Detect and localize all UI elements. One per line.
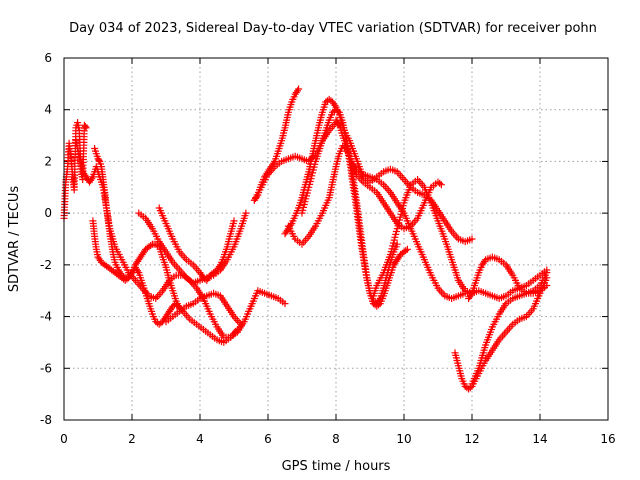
series-14 [369,176,551,302]
x-tick-label: 14 [532,432,547,446]
data-points [60,85,551,393]
y-tick-label: -2 [40,258,52,272]
plot-frame [63,57,609,421]
y-tick-label: 2 [44,154,52,168]
x-tick-label: 0 [60,432,68,446]
x-tick-labels: 0 2 4 6 8 10 12 14 16 [60,432,615,446]
x-tick-label: 10 [396,432,411,446]
x-tick-label: 12 [464,432,479,446]
series-14-markers [369,176,551,302]
series-7-markers [247,287,289,310]
chart-title: Day 034 of 2023, Sidereal Day-to-day VTE… [69,21,597,36]
y-tick-label: -8 [40,413,52,427]
series-7 [247,287,289,310]
x-tick-label: 2 [128,432,136,446]
series-3 [89,217,184,313]
x-tick-label: 4 [196,432,204,446]
y-axis-label: SDTVAR / TECUs [7,186,22,293]
series-5-markers [155,204,238,284]
x-tick-label: 8 [332,432,340,446]
series-3-markers [89,217,184,313]
y-tick-label: -4 [40,310,52,324]
y-tick-label: -6 [40,361,52,375]
series-6-markers [162,289,245,328]
y-tick-label: 6 [44,51,52,65]
x-tick-label: 6 [264,432,272,446]
x-tick-label: 16 [600,432,615,446]
series-11 [284,142,476,302]
y-tick-label: 0 [44,206,52,220]
series-17-markers [465,253,551,302]
series-5 [155,204,238,284]
series-6 [162,289,245,328]
series-11-markers [284,142,476,302]
x-axis-label: GPS time / hours [282,459,391,474]
y-tick-labels: -8 -6 -4 -2 0 2 4 6 [40,51,52,427]
y-tick-label: 4 [44,103,52,117]
series-17 [465,253,551,302]
